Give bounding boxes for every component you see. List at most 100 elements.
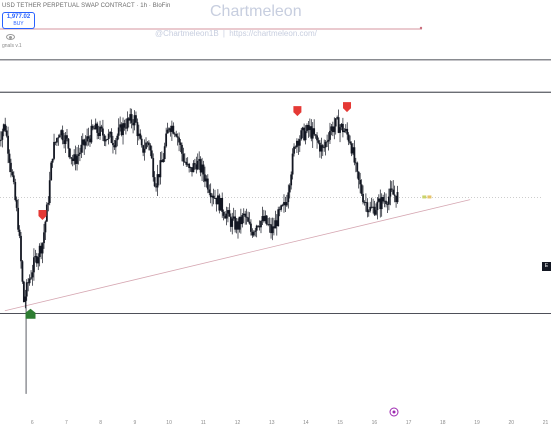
- x-tick-label-7: 13: [269, 420, 275, 426]
- sell-marker-0: [38, 210, 46, 220]
- candle-body-96: [135, 115, 137, 122]
- candle-body-72: [101, 127, 103, 129]
- candle-body-108: [152, 158, 154, 177]
- x-tick-label-4: 10: [166, 420, 172, 426]
- candle-body-9: [10, 163, 12, 172]
- candle-body-146: [207, 179, 209, 190]
- candle-body-197: [280, 205, 282, 209]
- replay-icon-dot: [393, 411, 396, 414]
- candle-body-241: [343, 131, 345, 132]
- x-tick-label-12: 18: [440, 420, 446, 426]
- candle-body-278: [397, 192, 399, 202]
- candle-body-58: [80, 145, 82, 153]
- candle-body-35: [47, 203, 49, 205]
- candle-body-102: [144, 149, 146, 153]
- candle-body-254: [362, 194, 364, 202]
- candle-body-48: [66, 135, 68, 138]
- candle-body-178: [253, 232, 255, 236]
- candle-body-211: [300, 130, 302, 139]
- candle-body-107: [151, 150, 153, 158]
- candle-body-156: [221, 198, 223, 212]
- candle-body-257: [366, 202, 368, 212]
- candle-body-99: [139, 134, 141, 139]
- candle-body-31: [42, 243, 44, 253]
- candle-body-66: [92, 126, 94, 128]
- candle-body-82: [115, 140, 117, 147]
- candle-body-229: [326, 141, 328, 142]
- candle-body-32: [43, 232, 45, 243]
- candle-body-117: [165, 134, 167, 147]
- candle-body-136: [193, 163, 195, 172]
- candle-body-221: [315, 134, 317, 135]
- candle-body-238: [339, 127, 341, 133]
- candle-body-28: [37, 257, 39, 263]
- candle-body-100: [141, 139, 143, 145]
- buy-price-button[interactable]: 1,977.02 BUY: [2, 12, 35, 29]
- candle-body-76: [106, 139, 108, 140]
- candle-body-128: [181, 145, 183, 154]
- candle-body-57: [79, 153, 81, 155]
- candle-body-129: [182, 154, 184, 162]
- sell-marker-2: [343, 102, 351, 112]
- candle-body-50: [69, 149, 71, 158]
- candle-body-42: [57, 137, 59, 138]
- x-tick-label-10: 16: [372, 420, 378, 426]
- candle-body-49: [68, 139, 70, 149]
- candle-body-69: [96, 124, 98, 133]
- candle-body-113: [159, 160, 161, 177]
- candle-body-2: [0, 140, 2, 141]
- candle-body-230: [328, 140, 330, 142]
- x-tick-label-8: 14: [303, 420, 309, 426]
- candle-body-24: [32, 272, 34, 277]
- x-tick-label-9: 15: [337, 420, 343, 426]
- candle-body-43: [59, 135, 61, 137]
- x-tick-label-3: 9: [133, 420, 136, 426]
- candle-body-14: [17, 208, 19, 230]
- candle-body-7: [7, 136, 9, 154]
- candle-body-33: [45, 222, 47, 233]
- candle-body-243: [346, 129, 348, 135]
- candle-body-231: [329, 131, 331, 140]
- candle-body-227: [323, 147, 325, 148]
- candle-body-223: [318, 140, 320, 142]
- candle-body-41: [56, 138, 58, 142]
- watermark-subtitle: @Chartmeleon1B | https://chartmeleon.com…: [155, 29, 317, 38]
- candle-body-38: [52, 159, 54, 163]
- candle-body-147: [208, 189, 210, 192]
- candle-body-116: [164, 146, 166, 159]
- candle-body-272: [388, 197, 390, 205]
- top-accent-dot: [420, 27, 422, 29]
- candle-body-235: [335, 118, 337, 126]
- candle-body-105: [148, 143, 150, 146]
- candle-body-15: [19, 230, 21, 236]
- x-tick-label-11: 17: [406, 420, 412, 426]
- candle-body-248: [354, 147, 356, 162]
- candle-body-163: [231, 219, 233, 227]
- candle-body-228: [325, 142, 327, 147]
- candle-body-244: [348, 135, 350, 142]
- candle-body-109: [154, 177, 156, 186]
- sell-marker-1: [293, 106, 301, 116]
- candle-body-127: [180, 142, 182, 144]
- candle-body-222: [316, 135, 318, 140]
- candle-body-203: [289, 185, 291, 192]
- candle-body-201: [286, 202, 288, 205]
- candle-body-268: [382, 197, 384, 201]
- candle-body-36: [49, 180, 51, 203]
- eye-icon[interactable]: [6, 34, 15, 40]
- candle-body-157: [223, 212, 225, 216]
- projection-marker-1: [427, 195, 431, 198]
- candle-body-16: [20, 236, 22, 261]
- buy-label: BUY: [3, 21, 34, 28]
- x-tick-label-5: 11: [201, 420, 206, 426]
- candle-body-206: [293, 147, 295, 154]
- candle-body-45: [62, 130, 64, 140]
- candle-body-161: [228, 210, 230, 217]
- trendline: [5, 200, 470, 311]
- symbol-title: USD TETHER PERPETUAL SWAP CONTRACT · 1h …: [2, 3, 170, 9]
- candle-body-93: [131, 114, 133, 123]
- candle-body-51: [70, 157, 72, 158]
- candle-body-204: [290, 174, 292, 185]
